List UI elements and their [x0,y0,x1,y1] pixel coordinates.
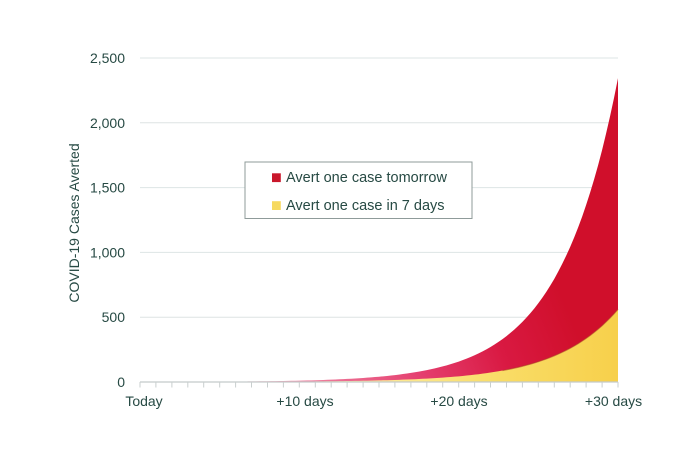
svg-text:2,000: 2,000 [90,115,125,131]
svg-text:COVID-19 Cases Averted: COVID-19 Cases Averted [66,143,82,302]
svg-text:Today: Today [125,393,162,409]
svg-text:+30 days: +30 days [585,393,642,409]
svg-text:+20 days: +20 days [430,393,487,409]
svg-text:2,500: 2,500 [90,50,125,66]
svg-text:Avert one case tomorrow: Avert one case tomorrow [286,170,447,186]
svg-text:1,000: 1,000 [90,244,125,260]
svg-text:1,500: 1,500 [90,180,125,196]
svg-text:+10 days: +10 days [276,393,333,409]
svg-text:Avert one case in 7 days: Avert one case in 7 days [286,198,445,214]
svg-text:0: 0 [117,374,125,390]
svg-text:500: 500 [102,309,126,325]
